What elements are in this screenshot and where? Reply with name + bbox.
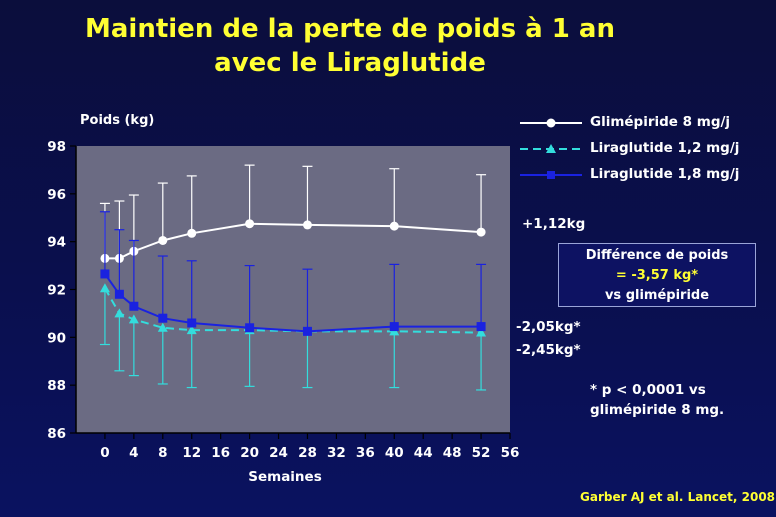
annotation-lira18-change: -2,45kg* (516, 342, 581, 358)
y-tick-label: 90 (47, 330, 66, 346)
data-point-lira18 (114, 289, 124, 299)
data-point-glimepiride (389, 221, 399, 231)
legend: Glimépiride 8 mg/j Liraglutide 1,2 mg/j … (518, 112, 768, 190)
annotation-glimepiride-change: +1,12kg (522, 216, 586, 232)
y-tick-label: 98 (47, 139, 66, 155)
data-point-glimepiride (187, 228, 197, 238)
x-tick-label: 48 (443, 445, 462, 461)
legend-swatch-glimepiride (520, 118, 582, 128)
data-point-glimepiride (158, 235, 168, 245)
y-axis-label: Poids (kg) (80, 113, 154, 128)
data-point-lira12 (157, 322, 168, 332)
data-point-lira18 (476, 322, 486, 332)
x-tick-label: 0 (100, 445, 109, 461)
diff-line-2: = -3,57 kg* (615, 268, 699, 283)
y-tick-label: 86 (47, 426, 66, 442)
y-tick-label: 96 (47, 187, 66, 203)
x-tick-label: 32 (327, 445, 346, 461)
data-point-glimepiride (245, 219, 255, 229)
legend-item-glimepiride: Glimépiride 8 mg/j (518, 112, 768, 138)
diff-line-1: Différence de poids (585, 248, 729, 263)
data-point-lira12 (186, 325, 197, 335)
legend-label-glimepiride: Glimépiride 8 mg/j (590, 114, 731, 130)
footnote-line-1: * p < 0,0001 vs (590, 382, 706, 398)
x-axis-label: Semaines (248, 469, 322, 485)
x-tick-label: 20 (240, 445, 259, 461)
legend-swatch-lira18 (520, 171, 582, 179)
data-point-lira12 (476, 327, 487, 337)
weight-difference-box: Différence de poids = -3,57 kg* vs glimé… (558, 243, 756, 307)
data-point-lira18 (245, 323, 255, 333)
x-tick-label: 56 (501, 445, 520, 461)
data-point-glimepiride (302, 220, 312, 230)
diff-line-3: vs glimépiride (604, 288, 710, 303)
data-point-lira18 (389, 322, 399, 332)
data-point-lira18 (187, 318, 197, 328)
source-citation: Garber AJ et al. Lancet, 2008 (580, 490, 776, 504)
footnote: * p < 0,0001 vs glimépiride 8 mg. (590, 380, 724, 420)
series-line-lira12 (104, 287, 482, 334)
y-tick-label: 92 (47, 283, 66, 299)
y-tick-label: 88 (47, 378, 66, 394)
legend-item-lira12: Liraglutide 1,2 mg/j (518, 138, 768, 164)
data-point-lira18 (100, 269, 110, 279)
data-point-lira18 (302, 326, 312, 336)
x-tick-label: 16 (211, 445, 230, 461)
title-line-1: Maintien de la perte de poids à 1 an (85, 14, 615, 44)
x-tick-label: 8 (158, 445, 167, 461)
data-point-lira12 (114, 308, 125, 318)
x-tick-label: 12 (182, 445, 201, 461)
x-tick-label: 40 (385, 445, 404, 461)
title-line-2: avec le Liraglutide (214, 48, 486, 78)
footnote-line-2: glimépiride 8 mg. (590, 402, 725, 418)
legend-item-lira18: Liraglutide 1,8 mg/j (518, 164, 768, 190)
plot-area (76, 146, 510, 433)
x-tick-label: 44 (414, 445, 433, 461)
chart-marks (99, 164, 487, 391)
x-tick-label: 36 (356, 445, 375, 461)
slide-title: Maintien de la perte de poids à 1 an ave… (0, 12, 700, 80)
data-point-lira12 (99, 283, 110, 293)
y-tick-label: 94 (47, 235, 66, 251)
x-tick-label: 28 (298, 445, 317, 461)
x-tick-label: 24 (269, 445, 288, 461)
data-point-glimepiride (476, 227, 486, 237)
data-point-lira18 (129, 301, 139, 311)
legend-label-lira18: Liraglutide 1,8 mg/j (590, 166, 740, 182)
annotation-lira12-change: -2,05kg* (516, 319, 581, 335)
x-tick-label: 52 (472, 445, 491, 461)
x-tick-label: 4 (129, 445, 138, 461)
legend-swatch-lira12 (520, 144, 582, 153)
data-point-lira12 (128, 314, 139, 324)
data-point-lira18 (158, 313, 168, 323)
legend-label-lira12: Liraglutide 1,2 mg/j (590, 140, 740, 156)
